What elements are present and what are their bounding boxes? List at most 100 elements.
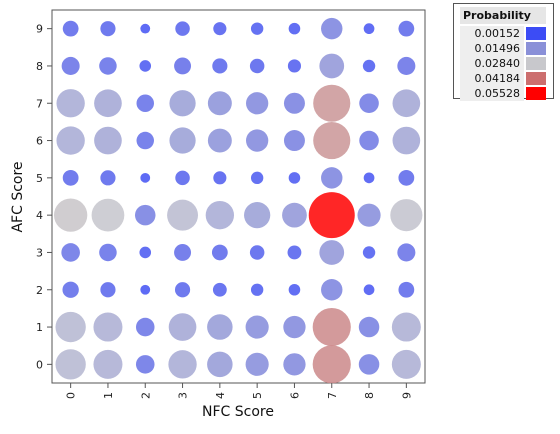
x-tick-label: 0 — [65, 392, 78, 399]
data-point — [174, 57, 192, 75]
legend-entry: 0.01496 — [460, 41, 546, 56]
data-point — [93, 312, 123, 342]
data-point — [135, 355, 155, 374]
data-point — [100, 170, 116, 186]
data-point — [53, 198, 88, 232]
data-point — [391, 312, 421, 342]
data-point — [174, 243, 192, 261]
legend-swatch — [526, 27, 546, 40]
data-point — [168, 350, 197, 379]
data-point — [62, 169, 79, 186]
legend-swatch — [526, 57, 546, 70]
legend-swatch — [526, 87, 546, 100]
data-point — [283, 315, 306, 339]
legend-entry-label: 0.01496 — [460, 41, 524, 56]
y-tick-label: 8 — [36, 60, 43, 73]
data-point — [312, 345, 351, 384]
y-tick-label: 1 — [36, 321, 43, 334]
data-point — [397, 243, 416, 262]
data-point — [62, 20, 79, 37]
data-point — [93, 349, 123, 379]
data-point — [283, 130, 305, 152]
data-point — [362, 246, 376, 259]
data-point — [213, 22, 227, 36]
data-point — [357, 203, 381, 227]
data-point — [363, 172, 375, 184]
data-point — [175, 21, 190, 36]
data-point — [319, 240, 345, 265]
x-tick-label: 7 — [326, 392, 339, 399]
data-point — [94, 89, 122, 118]
data-point — [99, 57, 117, 75]
data-point — [363, 23, 375, 35]
data-point — [397, 56, 416, 75]
x-tick-label: 6 — [288, 392, 301, 399]
x-tick-label: 1 — [102, 392, 115, 399]
data-point — [250, 22, 264, 35]
data-point — [398, 20, 415, 37]
data-point — [55, 311, 86, 343]
y-tick-label: 6 — [36, 135, 43, 148]
data-point — [282, 202, 307, 228]
data-point — [288, 172, 301, 184]
x-tick-label: 4 — [214, 392, 227, 399]
y-axis-title: AFC Score — [10, 161, 26, 232]
data-point — [134, 204, 156, 226]
data-point — [359, 130, 379, 151]
data-point — [391, 349, 421, 379]
data-point — [140, 172, 151, 183]
data-point — [312, 307, 351, 347]
y-tick-label: 0 — [36, 358, 43, 371]
data-point — [207, 351, 233, 378]
data-point — [99, 243, 117, 262]
data-point — [169, 127, 196, 154]
data-point — [358, 354, 380, 375]
data-point — [362, 59, 376, 73]
data-point — [212, 58, 228, 74]
data-point — [207, 314, 233, 340]
data-point — [287, 59, 302, 73]
data-point — [250, 283, 264, 296]
legend-entry: 0.05528 — [460, 86, 546, 101]
x-tick-label: 9 — [400, 392, 413, 399]
legend-swatch — [526, 72, 546, 85]
y-tick-label: 5 — [36, 172, 43, 185]
data-point — [359, 93, 379, 114]
legend-entry: 0.02840 — [460, 56, 546, 71]
legend-title: Probability — [460, 7, 546, 24]
legend-entry: 0.00152 — [460, 26, 546, 41]
points-layer — [53, 17, 423, 384]
data-point — [169, 90, 196, 117]
data-point — [249, 245, 265, 260]
x-axis-title: NFC Score — [202, 404, 274, 420]
data-point — [245, 92, 269, 115]
data-point — [321, 17, 343, 40]
y-tick-label: 7 — [36, 97, 43, 110]
data-point — [245, 129, 269, 152]
data-point — [211, 244, 228, 261]
data-point — [398, 169, 415, 186]
data-point — [56, 126, 85, 155]
y-tick-label: 9 — [36, 23, 43, 36]
y-tick-label: 3 — [36, 246, 43, 259]
data-point — [136, 94, 154, 112]
data-point — [283, 353, 306, 376]
data-point — [100, 282, 116, 298]
legend-entry: 0.04184 — [460, 71, 546, 86]
data-point — [288, 283, 301, 296]
data-point — [245, 352, 269, 376]
data-point — [392, 89, 421, 118]
data-point — [94, 126, 122, 155]
data-point — [392, 126, 421, 155]
data-point — [205, 200, 235, 230]
data-point — [100, 21, 116, 37]
y-axis-ticks: 0 1 2 3 4 5 6 7 8 9 — [36, 23, 52, 371]
data-point — [207, 91, 232, 116]
data-point — [175, 170, 190, 186]
data-point — [363, 284, 375, 296]
data-point — [136, 131, 154, 150]
data-point — [288, 22, 301, 35]
data-point — [91, 198, 125, 232]
data-point — [212, 282, 227, 297]
